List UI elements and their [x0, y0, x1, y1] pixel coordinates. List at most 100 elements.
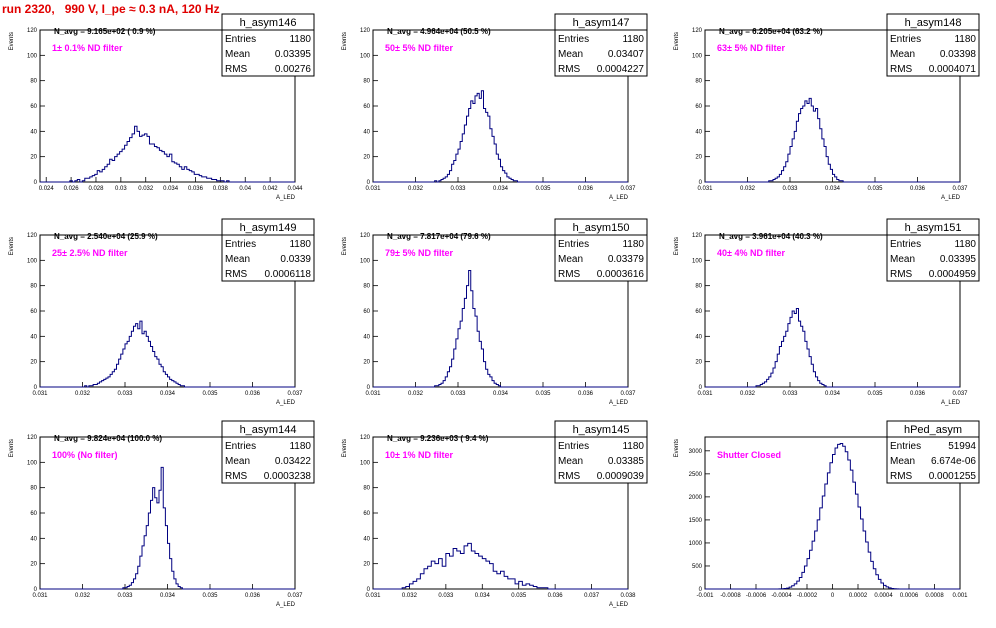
stats-entries-label: Entries — [890, 34, 921, 45]
x-tick-label: 0.037 — [952, 391, 968, 397]
y-tick-label: 3000 — [689, 449, 703, 455]
x-tick-label: -0.001 — [696, 593, 714, 599]
stats-mean-label: Mean — [558, 49, 583, 60]
y-tick-label: 120 — [692, 233, 703, 239]
histogram-name: hPed_asym — [904, 424, 962, 436]
y-tick-label: 120 — [360, 28, 371, 34]
stats-rms-label: RMS — [890, 269, 913, 280]
x-tick-label: 0.031 — [32, 593, 48, 599]
stats-rms-label: RMS — [225, 471, 248, 482]
stats-box — [886, 436, 980, 484]
histogram-outline — [40, 320, 295, 388]
y-axis-label: Events — [9, 237, 15, 255]
y-tick-label: 100 — [692, 53, 703, 59]
x-tick-label: 0.0004 — [874, 593, 893, 599]
x-tick-label: 0.042 — [263, 186, 279, 192]
x-tick-label: 0.033 — [117, 593, 133, 599]
y-tick-label: 0 — [34, 385, 38, 391]
y-tick-label: 20 — [30, 155, 37, 161]
y-tick-label: 20 — [30, 562, 37, 568]
y-tick-label: 0 — [367, 385, 371, 391]
y-tick-label: 60 — [363, 511, 370, 517]
x-tick-label: 0.001 — [952, 593, 968, 599]
x-tick-label: 0.034 — [493, 391, 509, 397]
stats-box — [886, 234, 980, 282]
y-tick-label: 20 — [363, 562, 370, 568]
y-tick-label: 20 — [363, 360, 370, 366]
y-axis-label: Events — [342, 237, 348, 255]
x-tick-label: 0.034 — [475, 593, 491, 599]
histogram-svg: 0 20 40 60 80 100 120 0.031 0.032 0.033 0.034 0.035… — [342, 13, 648, 201]
stats-rms-label: RMS — [225, 64, 248, 75]
n-avg-label: N_avg = 7.817e+04 (79.6 %) — [387, 232, 491, 241]
y-tick-label: 100 — [360, 460, 371, 466]
x-axis-label: A_LED — [609, 400, 629, 406]
histogram-panel-h_asym148: 0 20 40 60 80 100 120 0.031 0.032 0.033 0.034 0.035… — [665, 13, 996, 221]
y-tick-label: 80 — [363, 486, 370, 492]
x-tick-label: 0.035 — [535, 186, 551, 192]
stats-mean-label: Mean — [890, 456, 915, 467]
histogram-panel-h_asym147: 0 20 40 60 80 100 120 0.031 0.032 0.033 0.034 0.035… — [333, 13, 665, 221]
stats-rms-value: 0.0004071 — [929, 64, 977, 75]
stats-rms-label: RMS — [890, 64, 913, 75]
x-tick-label: 0.033 — [782, 391, 798, 397]
y-tick-label: 0 — [699, 385, 703, 391]
stats-rms-value: 0.0006118 — [264, 269, 311, 280]
y-tick-label: 1000 — [689, 541, 703, 547]
filter-annotation: Shutter Closed — [717, 450, 781, 460]
stats-box — [554, 436, 648, 484]
y-tick-label: 120 — [27, 233, 38, 239]
x-tick-label: 0.032 — [740, 391, 756, 397]
stats-entries-value: 1180 — [622, 34, 644, 45]
filter-annotation: 1± 0.1% ND filter — [52, 43, 123, 53]
stats-mean-label: Mean — [225, 49, 250, 60]
stats-mean-value: 0.03395 — [940, 254, 977, 265]
x-tick-label: 0.035 — [511, 593, 527, 599]
y-tick-label: 40 — [30, 536, 37, 542]
x-axis-label: A_LED — [609, 195, 629, 201]
n-avg-label: N_avg = 3.961e+04 (40.3 %) — [719, 232, 823, 241]
stats-mean-label: Mean — [225, 456, 250, 467]
histogram-outline — [705, 97, 960, 183]
x-tick-label: -0.0004 — [771, 593, 792, 599]
y-tick-label: 60 — [695, 309, 702, 315]
y-tick-label: 0 — [34, 587, 38, 593]
stats-entries-value: 1180 — [954, 239, 976, 250]
x-tick-label: 0.036 — [910, 391, 926, 397]
stats-mean-label: Mean — [890, 254, 915, 265]
stats-entries-value: 1180 — [289, 239, 311, 250]
x-tick-label: 0.037 — [620, 186, 636, 192]
n-avg-label: N_avg = 6.205e+04 (63.2 %) — [719, 27, 823, 36]
stats-mean-value: 0.03407 — [608, 49, 645, 60]
stats-box — [554, 29, 648, 77]
stats-mean-label: Mean — [890, 49, 915, 60]
histogram-outline — [40, 125, 295, 183]
y-tick-label: 80 — [363, 79, 370, 85]
y-tick-label: 500 — [692, 564, 703, 570]
stats-rms-value: 0.0004959 — [929, 269, 977, 280]
stats-entries-label: Entries — [225, 239, 256, 250]
x-tick-label: 0.035 — [202, 593, 218, 599]
y-tick-label: 40 — [30, 129, 37, 135]
stats-mean-value: 0.03422 — [275, 456, 312, 467]
stats-box — [221, 436, 315, 484]
filter-annotation: 10± 1% ND filter — [385, 450, 453, 460]
x-tick-label: 0.0008 — [925, 593, 944, 599]
x-tick-label: 0.0002 — [849, 593, 868, 599]
page-title: run 2320, 990 V, I_pe ≈ 0.3 nA, 120 Hz — [2, 2, 220, 16]
x-tick-label: 0.026 — [64, 186, 80, 192]
x-tick-label: 0 — [831, 593, 835, 599]
histogram-svg: 0 20 40 60 80 100 120 0.031 0.032 0.033 0.034 0.035… — [9, 420, 315, 608]
y-tick-label: 100 — [360, 53, 371, 59]
y-axis-label: Events — [674, 32, 680, 50]
x-tick-label: -0.0006 — [746, 593, 767, 599]
stats-entries-value: 1180 — [622, 441, 644, 452]
x-tick-label: 0.034 — [825, 186, 841, 192]
y-tick-label: 100 — [360, 258, 371, 264]
stats-entries-value: 1180 — [289, 441, 311, 452]
histogram-name: h_asym148 — [905, 17, 962, 29]
y-tick-label: 1500 — [689, 518, 703, 524]
stats-mean-value: 6.674e-06 — [931, 456, 976, 467]
x-tick-label: 0.036 — [548, 593, 564, 599]
filter-annotation: 40± 4% ND filter — [717, 248, 785, 258]
